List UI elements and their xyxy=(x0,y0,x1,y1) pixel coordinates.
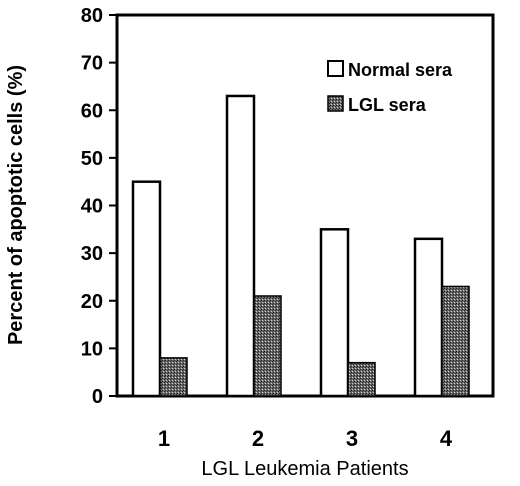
x-tick-label: 3 xyxy=(346,426,358,451)
y-tick-label: 20 xyxy=(81,291,103,313)
bars-group xyxy=(131,94,470,398)
x-tick-label: 4 xyxy=(440,426,453,451)
y-tick-label: 30 xyxy=(81,243,103,265)
y-tick-label: 70 xyxy=(81,53,103,75)
bar-lgl-sera-patient-1 xyxy=(159,357,188,397)
y-tick-label: 10 xyxy=(81,338,103,360)
bar-lgl-sera-patient-2 xyxy=(253,295,282,397)
x-axis: 1 2 3 4 xyxy=(158,426,453,451)
y-tick-label: 40 xyxy=(81,196,103,218)
y-tick-label: 0 xyxy=(92,386,103,408)
legend-label-lgl-sera: LGL sera xyxy=(348,95,427,115)
bar-lgl-sera-patient-4 xyxy=(441,285,470,397)
x-axis-title: LGL Leukemia Patients xyxy=(201,458,408,480)
y-tick-label: 60 xyxy=(81,100,103,122)
y-tick-label: 50 xyxy=(81,148,103,170)
x-tick-label: 2 xyxy=(252,426,264,451)
x-tick-label: 1 xyxy=(158,426,170,451)
legend: Normal sera LGL sera xyxy=(327,60,453,115)
y-axis: 0 10 20 30 40 50 60 70 80 xyxy=(81,5,117,408)
y-axis-title: Percent of apoptotic cells (%) xyxy=(5,65,27,345)
legend-swatch-normal-sera xyxy=(327,60,344,77)
bar-normal-sera-patient-3 xyxy=(319,228,350,398)
bar-normal-sera-patient-4 xyxy=(413,237,444,398)
legend-swatch-lgl-sera xyxy=(327,95,344,112)
y-tick-label: 80 xyxy=(81,5,103,27)
bar-normal-sera-patient-1 xyxy=(131,180,162,398)
bar-normal-sera-patient-2 xyxy=(225,94,256,398)
bar-lgl-sera-patient-3 xyxy=(347,361,376,397)
legend-label-normal-sera: Normal sera xyxy=(348,60,453,80)
